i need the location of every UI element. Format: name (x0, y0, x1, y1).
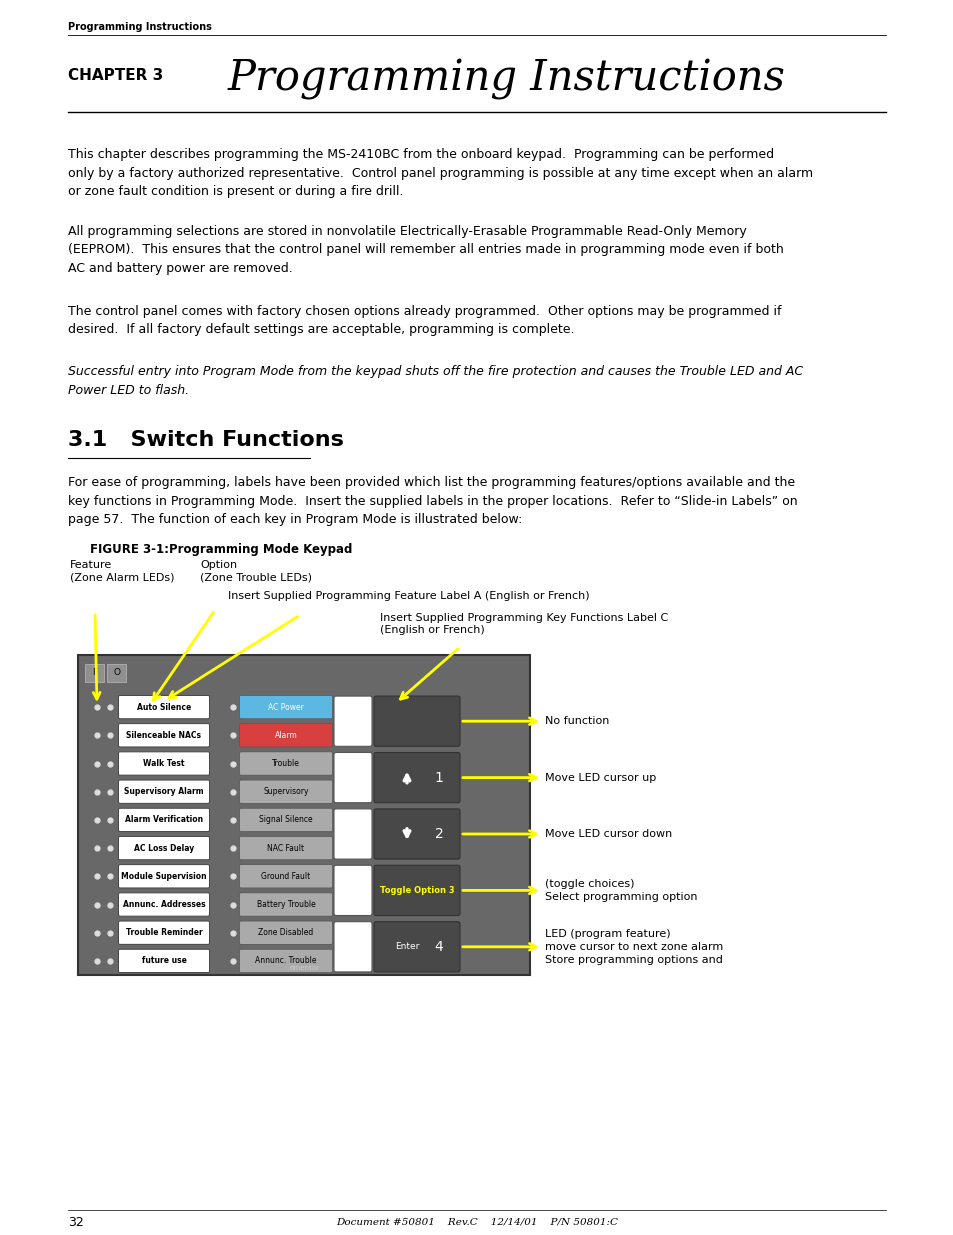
Text: 4: 4 (435, 940, 443, 953)
Text: Alarm Verification: Alarm Verification (125, 815, 203, 825)
FancyBboxPatch shape (334, 752, 372, 803)
FancyBboxPatch shape (239, 864, 333, 888)
FancyBboxPatch shape (374, 809, 459, 860)
FancyBboxPatch shape (334, 697, 372, 746)
Text: nmentor: nmentor (289, 965, 318, 971)
Text: Supervisory: Supervisory (263, 787, 309, 797)
Text: Signal Silence: Signal Silence (259, 815, 313, 825)
FancyBboxPatch shape (118, 921, 210, 945)
Text: 32: 32 (68, 1215, 84, 1229)
Text: NAC Fault: NAC Fault (267, 844, 304, 852)
FancyBboxPatch shape (239, 724, 333, 747)
Text: (Zone Alarm LEDs): (Zone Alarm LEDs) (70, 572, 174, 582)
Text: The control panel comes with factory chosen options already programmed.  Other o: The control panel comes with factory cho… (68, 305, 781, 336)
Text: Insert Supplied Programming Key Functions Label C: Insert Supplied Programming Key Function… (379, 613, 667, 622)
Text: (toggle choices): (toggle choices) (544, 879, 634, 889)
FancyBboxPatch shape (118, 950, 210, 972)
Text: Insert Supplied Programming Feature Label A (English or French): Insert Supplied Programming Feature Labe… (228, 592, 589, 601)
Text: Toggle Option 3: Toggle Option 3 (379, 885, 454, 895)
FancyBboxPatch shape (239, 695, 333, 719)
FancyBboxPatch shape (374, 921, 459, 972)
FancyBboxPatch shape (118, 864, 210, 888)
Text: O: O (113, 668, 120, 677)
Text: Trouble: Trouble (272, 760, 299, 768)
Text: Move LED cursor up: Move LED cursor up (544, 773, 656, 783)
Text: For ease of programming, labels have been provided which list the programming fe: For ease of programming, labels have bee… (68, 475, 797, 526)
Text: future use: future use (141, 956, 186, 966)
Text: Option: Option (200, 559, 237, 571)
FancyBboxPatch shape (239, 781, 333, 803)
Text: Alarm: Alarm (274, 731, 297, 740)
Text: Walk Test: Walk Test (143, 760, 185, 768)
Text: 3.1   Switch Functions: 3.1 Switch Functions (68, 430, 343, 450)
Text: Supervisory Alarm: Supervisory Alarm (124, 787, 204, 797)
FancyBboxPatch shape (239, 808, 333, 831)
FancyBboxPatch shape (239, 950, 333, 972)
Text: No function: No function (544, 716, 609, 726)
Text: Battery Trouble: Battery Trouble (256, 900, 315, 909)
FancyBboxPatch shape (334, 866, 372, 915)
FancyBboxPatch shape (374, 752, 459, 803)
Text: Feature: Feature (70, 559, 112, 571)
Text: Programming Instructions: Programming Instructions (228, 58, 785, 100)
FancyBboxPatch shape (118, 752, 210, 776)
Text: Trouble Reminder: Trouble Reminder (126, 929, 202, 937)
FancyBboxPatch shape (118, 695, 210, 719)
Text: Programming Instructions: Programming Instructions (68, 22, 212, 32)
Text: Document #50801    Rev.C    12/14/01    P/N 50801:C: Document #50801 Rev.C 12/14/01 P/N 50801… (335, 1218, 618, 1226)
FancyBboxPatch shape (239, 921, 333, 945)
Text: LED (program feature): LED (program feature) (544, 929, 670, 939)
Text: AC Power: AC Power (268, 703, 304, 711)
FancyBboxPatch shape (78, 655, 530, 974)
FancyBboxPatch shape (118, 724, 210, 747)
Text: Zone Disabled: Zone Disabled (258, 929, 314, 937)
Text: All programming selections are stored in nonvolatile Electrically-Erasable Progr: All programming selections are stored in… (68, 225, 783, 275)
FancyBboxPatch shape (118, 781, 210, 803)
FancyBboxPatch shape (239, 893, 333, 916)
Text: Select programming option: Select programming option (544, 892, 697, 902)
FancyBboxPatch shape (118, 893, 210, 916)
FancyBboxPatch shape (118, 808, 210, 831)
FancyBboxPatch shape (374, 697, 459, 746)
Text: F: F (92, 668, 97, 677)
Text: Ground Fault: Ground Fault (261, 872, 311, 881)
Text: Store programming options and: Store programming options and (544, 955, 722, 965)
Text: 1: 1 (435, 771, 443, 784)
Text: Module Supervision: Module Supervision (121, 872, 207, 881)
Text: FIGURE 3-1:Programming Mode Keypad: FIGURE 3-1:Programming Mode Keypad (90, 543, 352, 556)
Text: (Zone Trouble LEDs): (Zone Trouble LEDs) (200, 572, 312, 582)
Text: Successful entry into Program Mode from the keypad shuts off the fire protection: Successful entry into Program Mode from … (68, 366, 802, 396)
FancyBboxPatch shape (334, 921, 372, 972)
Text: CHAPTER 3: CHAPTER 3 (68, 68, 163, 83)
Text: move cursor to next zone alarm: move cursor to next zone alarm (544, 942, 722, 952)
FancyBboxPatch shape (118, 836, 210, 860)
Text: Silenceable NACs: Silenceable NACs (127, 731, 201, 740)
Text: Enter: Enter (395, 942, 418, 951)
FancyBboxPatch shape (374, 866, 459, 915)
FancyBboxPatch shape (239, 752, 333, 776)
Text: Annunc. Trouble: Annunc. Trouble (255, 956, 316, 966)
Text: Auto Silence: Auto Silence (136, 703, 191, 711)
Text: This chapter describes programming the MS-2410BC from the onboard keypad.  Progr: This chapter describes programming the M… (68, 148, 812, 198)
FancyBboxPatch shape (86, 663, 105, 682)
FancyBboxPatch shape (239, 836, 333, 860)
Text: Move LED cursor down: Move LED cursor down (544, 829, 672, 839)
FancyBboxPatch shape (108, 663, 127, 682)
FancyBboxPatch shape (334, 809, 372, 860)
Text: Annunc. Addresses: Annunc. Addresses (123, 900, 205, 909)
Text: 2: 2 (435, 827, 443, 841)
Text: (English or French): (English or French) (379, 625, 484, 635)
Text: AC Loss Delay: AC Loss Delay (133, 844, 193, 852)
